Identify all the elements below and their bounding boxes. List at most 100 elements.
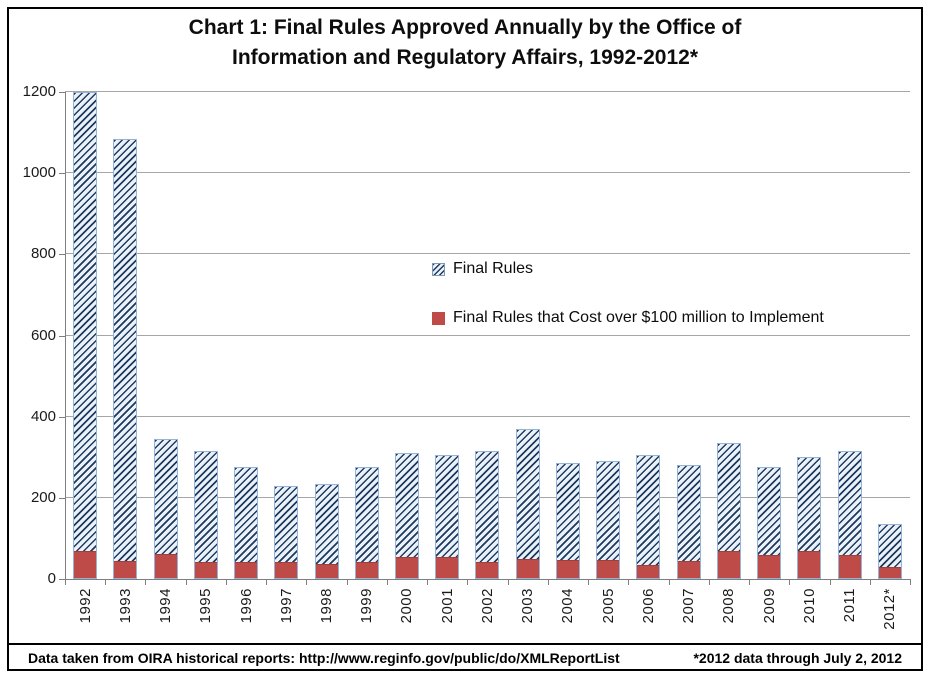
- bar-costly-1997: [275, 562, 298, 578]
- x-tick-19: [829, 579, 831, 585]
- bar-costly-2000: [395, 557, 418, 578]
- bar-2001: [435, 455, 460, 579]
- y-tick-600: [59, 335, 66, 337]
- gridline-1200: [65, 91, 910, 92]
- bar-costly-2009: [758, 555, 781, 578]
- bar-slot-1997: [266, 92, 306, 579]
- y-tick-label-1000: 1000: [22, 164, 56, 182]
- x-label-slot-2010: 2010: [789, 588, 829, 640]
- bar-slot-2010: [789, 92, 829, 579]
- y-axis-labels: 0 200 400 600 800 1000 1200: [0, 83, 56, 587]
- bar-1999: [354, 467, 379, 579]
- bar-slot-2005: [588, 92, 628, 579]
- y-tick-0: [59, 579, 66, 580]
- x-tick-2: [145, 579, 147, 585]
- x-label-slot-2000: 2000: [387, 588, 427, 640]
- bar-costly-1996: [235, 562, 258, 578]
- x-label-slot-2012*: 2012*: [870, 588, 910, 640]
- costly-rules-swatch-icon: [432, 311, 445, 325]
- x-label-slot-2004: 2004: [548, 588, 588, 640]
- x-tick-20: [869, 579, 871, 585]
- y-tick-label-400: 400: [30, 407, 56, 425]
- bar-costly-1993: [114, 561, 137, 578]
- bar-slot-2011: [829, 92, 869, 579]
- footer-divider: [9, 643, 921, 645]
- x-axis-ticks: [65, 579, 911, 585]
- bar-costly-1994: [154, 554, 177, 578]
- y-tick-label-0: 0: [47, 570, 56, 587]
- x-tick-label-2007: 2007: [680, 588, 698, 624]
- bar-2008: [716, 443, 741, 579]
- y-axis-line: [65, 92, 66, 579]
- bar-2006: [636, 455, 661, 579]
- x-tick-label-1994: 1994: [157, 588, 175, 624]
- gridline-0: [65, 579, 910, 580]
- bar-costly-2007: [677, 561, 700, 578]
- y-tick-label-200: 200: [30, 488, 56, 506]
- chart-frame: [7, 7, 923, 671]
- x-tick-13: [588, 579, 590, 585]
- x-axis-labels: 1992 1993 1994 1995 1996 1997 1998 1999 2000 2001…: [65, 588, 910, 640]
- x-tick-label-2011: 2011: [841, 588, 859, 623]
- chart-title-line2: Information and Regulatory Affairs, 1992…: [231, 46, 699, 69]
- bar-costly-2010: [798, 551, 821, 578]
- bar-slot-2001: [427, 92, 467, 579]
- x-tick-11: [507, 579, 509, 585]
- bar-costly-2012*: [878, 567, 901, 578]
- chart-title-line1: Chart 1: Final Rules Approved Annually b…: [188, 16, 742, 39]
- legend-entry-final-rules: Final Rules: [432, 258, 824, 280]
- bar-slot-1994: [145, 92, 185, 579]
- bar-2010: [797, 457, 822, 579]
- bar-2002: [475, 451, 500, 579]
- x-label-slot-1994: 1994: [145, 588, 185, 640]
- y-axis-ticks: [59, 92, 66, 580]
- bar-slot-1999: [347, 92, 387, 579]
- bar-slot-2012*: [870, 92, 910, 579]
- bar-slot-2002: [467, 92, 507, 579]
- x-tick-label-2006: 2006: [639, 588, 657, 624]
- bar-2011: [837, 451, 862, 579]
- bar-2005: [596, 461, 621, 579]
- x-tick-14: [628, 579, 630, 585]
- x-tick-label-1997: 1997: [277, 588, 295, 624]
- bar-slot-2007: [669, 92, 709, 579]
- x-label-slot-2001: 2001: [427, 588, 467, 640]
- bar-slot-2000: [387, 92, 427, 579]
- bar-slot-1992: [65, 92, 105, 579]
- y-tick-1000: [59, 173, 66, 175]
- legend-entry-costly-rules: Final Rules that Cost over $100 million …: [432, 307, 824, 329]
- x-tick-label-2008: 2008: [720, 588, 738, 624]
- bar-slot-2004: [548, 92, 588, 579]
- x-tick-16: [708, 579, 710, 585]
- x-label-slot-2002: 2002: [467, 588, 507, 640]
- gridline-800: [65, 253, 910, 255]
- bar-2004: [555, 463, 580, 579]
- bar-costly-2001: [436, 557, 459, 578]
- bar-slot-2008: [709, 92, 749, 579]
- gridline-1000: [65, 172, 910, 174]
- bar-1995: [193, 451, 218, 579]
- x-tick-12: [547, 579, 549, 585]
- x-label-slot-2003: 2003: [508, 588, 548, 640]
- x-tick-15: [668, 579, 670, 585]
- x-tick-label-2012*: 2012*: [881, 588, 899, 630]
- x-label-slot-2007: 2007: [669, 588, 709, 640]
- x-tick-label-2004: 2004: [559, 588, 577, 624]
- bar-slot-2006: [628, 92, 668, 579]
- x-tick-18: [789, 579, 791, 585]
- bar-costly-1998: [315, 564, 338, 578]
- footer-note-text: *2012 data through July 2, 2012: [693, 650, 902, 666]
- y-tick-label-600: 600: [30, 326, 56, 344]
- x-tick-8: [386, 579, 388, 585]
- bar-costly-2005: [597, 560, 620, 578]
- x-label-slot-1996: 1996: [226, 588, 266, 640]
- bar-2007: [676, 465, 701, 579]
- x-tick-label-2002: 2002: [478, 588, 496, 624]
- x-label-slot-2008: 2008: [709, 588, 749, 640]
- x-label-slot-1997: 1997: [266, 588, 306, 640]
- chart-title: Chart 1: Final Rules Approved Annually b…: [0, 13, 930, 73]
- final-rules-swatch-icon: [432, 262, 445, 276]
- x-tick-label-1993: 1993: [116, 588, 134, 624]
- bar-series: [65, 92, 910, 579]
- bar-1993: [113, 139, 138, 579]
